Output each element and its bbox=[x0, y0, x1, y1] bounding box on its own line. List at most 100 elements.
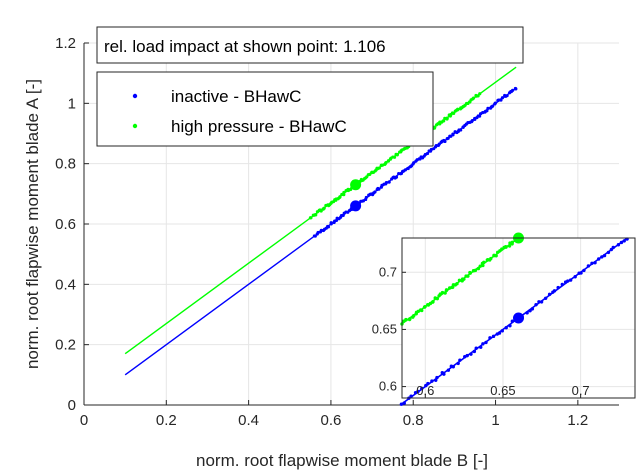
inset-series-point bbox=[525, 311, 529, 315]
y-tick-label: 1 bbox=[68, 95, 76, 112]
inset-series-point bbox=[510, 319, 515, 323]
highlight-point bbox=[350, 200, 362, 212]
inset-series-point bbox=[500, 329, 505, 333]
inset-series-point bbox=[420, 386, 424, 391]
inset-series-point bbox=[435, 296, 440, 301]
inset-series-point bbox=[547, 292, 552, 297]
inset-series-point bbox=[606, 250, 611, 255]
series-point bbox=[491, 104, 495, 108]
series-point bbox=[485, 109, 489, 113]
inset-series-point bbox=[440, 290, 445, 295]
legend-marker-inactive bbox=[132, 93, 138, 99]
annotation-text: rel. load impact at shown point: 1.106 bbox=[104, 37, 386, 56]
inset-series-point bbox=[414, 312, 418, 316]
y-tick-label: 0.2 bbox=[55, 337, 76, 354]
inset-series-point bbox=[602, 253, 607, 258]
series-point bbox=[451, 133, 455, 137]
inset-series-point bbox=[579, 271, 583, 275]
inset-series-point bbox=[494, 254, 498, 258]
inset-series-point bbox=[507, 244, 512, 248]
inset-series-point bbox=[539, 300, 544, 304]
inset-series-point bbox=[402, 401, 406, 405]
inset-series-point bbox=[479, 345, 483, 349]
series-point bbox=[499, 98, 503, 102]
inset-series-point bbox=[611, 245, 615, 250]
inset-series-point bbox=[619, 240, 624, 245]
x-tick-label: 0.4 bbox=[238, 412, 259, 429]
series-point bbox=[473, 117, 477, 121]
series-point bbox=[322, 206, 326, 210]
inset-series-point bbox=[478, 264, 482, 268]
series-point bbox=[486, 106, 490, 110]
inset-series-point bbox=[582, 268, 586, 273]
inset-y-tick-label: 0.6 bbox=[379, 379, 397, 394]
x-tick-label: 0.2 bbox=[156, 412, 177, 429]
inset-series-point bbox=[590, 261, 594, 265]
inset-series-point bbox=[566, 279, 570, 283]
inset-series-point bbox=[456, 361, 460, 366]
inset-series-point bbox=[481, 342, 485, 346]
inset-series-point bbox=[431, 300, 435, 304]
inset-series-point bbox=[560, 282, 564, 287]
inset-series-point bbox=[622, 239, 626, 243]
x-tick-label: 0 bbox=[80, 412, 88, 429]
inset-series-point bbox=[416, 389, 420, 394]
inset-series-point bbox=[491, 334, 496, 339]
inset-series-point bbox=[504, 325, 508, 330]
inset-series-point bbox=[504, 245, 508, 249]
inset-series-point bbox=[468, 271, 472, 275]
inset-series-point bbox=[399, 402, 404, 406]
series-point bbox=[387, 180, 391, 184]
inset-series-point bbox=[481, 263, 485, 268]
inset-series-point bbox=[552, 289, 557, 293]
series-point bbox=[392, 155, 397, 159]
y-tick-label: 0.4 bbox=[55, 276, 76, 293]
inset-series-point bbox=[442, 372, 446, 376]
series-point bbox=[425, 151, 430, 156]
inset-y-tick-label: 0.65 bbox=[372, 321, 397, 336]
inset-series-point bbox=[600, 255, 604, 259]
x-tick-label: 0.6 bbox=[320, 412, 341, 429]
series-point bbox=[493, 101, 497, 105]
inset-y-tick-label: 0.7 bbox=[379, 264, 397, 279]
inset-series-point bbox=[556, 285, 560, 290]
inset-ticks: 0.6 0.65 0.7 0.6 0.65 0.7 bbox=[372, 264, 590, 398]
inset-series-point bbox=[508, 324, 512, 328]
series-point bbox=[326, 225, 331, 229]
inset-series-point bbox=[543, 296, 548, 300]
inset-series-point bbox=[444, 288, 449, 292]
inset-series-point bbox=[455, 282, 459, 286]
inset-series-point bbox=[488, 336, 492, 340]
legend-label-inactive: inactive - BHawC bbox=[171, 87, 301, 106]
inset-series-point bbox=[593, 261, 597, 265]
series-point bbox=[394, 175, 399, 179]
y-tick-label: 0.6 bbox=[55, 216, 76, 233]
series-point bbox=[443, 139, 447, 144]
annotation-box: rel. load impact at shown point: 1.106 bbox=[96, 26, 524, 64]
y-axis-label: norm. root flapwise moment blade A [-] bbox=[23, 79, 42, 369]
series-point bbox=[314, 213, 318, 217]
series-point bbox=[505, 94, 509, 98]
series-point bbox=[452, 111, 456, 115]
inset-highlight-point bbox=[513, 312, 524, 324]
series-point bbox=[471, 96, 476, 100]
series-point bbox=[338, 195, 342, 199]
series-point bbox=[456, 107, 460, 111]
series-point bbox=[384, 181, 388, 185]
inset-series-point bbox=[474, 346, 478, 350]
inset-series-point bbox=[404, 318, 408, 322]
inset-series-point bbox=[528, 309, 532, 313]
series-point bbox=[514, 87, 518, 91]
inset-series-point bbox=[466, 274, 470, 278]
inset-series-point bbox=[473, 268, 478, 273]
highlight-point bbox=[350, 179, 362, 191]
series-point bbox=[442, 119, 446, 123]
inset-frame bbox=[401, 237, 636, 399]
inset-series-point bbox=[412, 313, 416, 318]
series-point bbox=[395, 152, 400, 157]
inset-series-point bbox=[472, 349, 477, 354]
series-point bbox=[403, 168, 408, 172]
x-tick-label: 1.2 bbox=[567, 412, 588, 429]
series-point bbox=[478, 92, 482, 96]
